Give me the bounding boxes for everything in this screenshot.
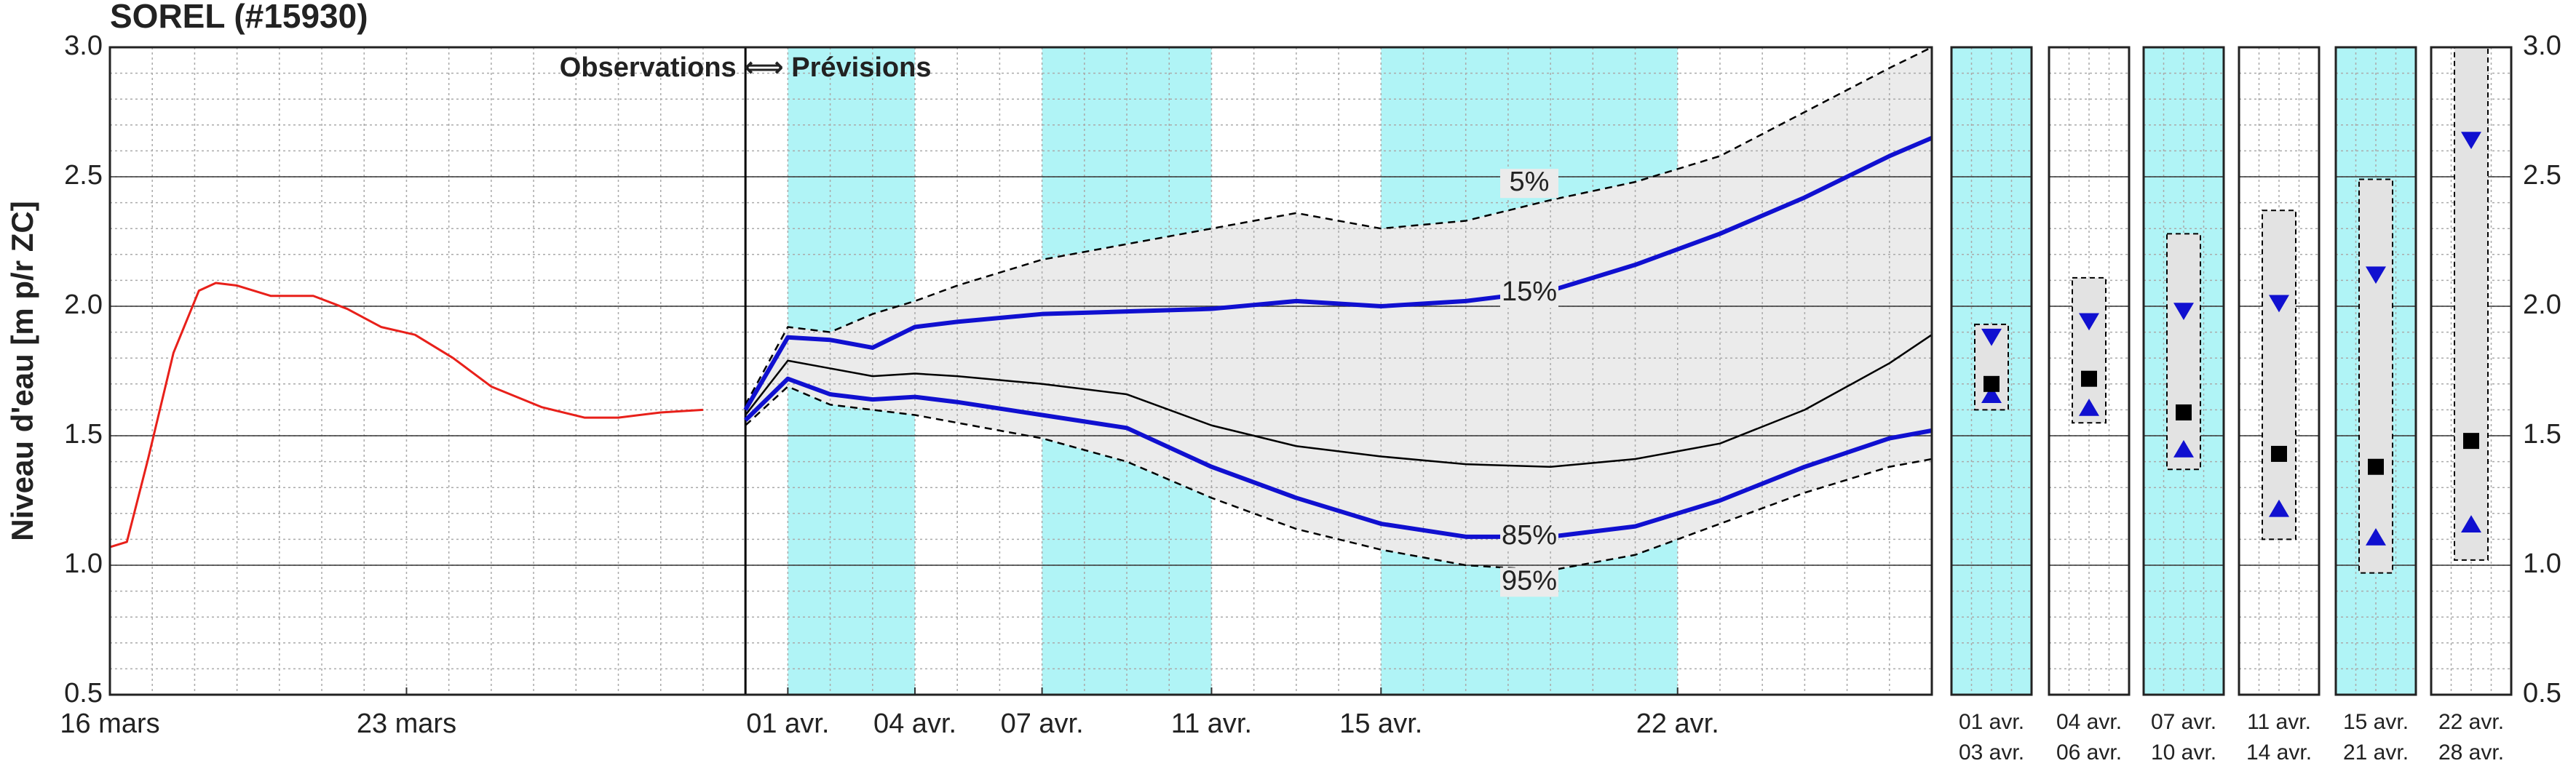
y2-tick-label: 3.0 bbox=[2523, 31, 2561, 61]
line-label: 95% bbox=[1502, 565, 1557, 596]
x-tick-label: 16 mars bbox=[60, 709, 159, 739]
panel-end-label: 14 avr. bbox=[2246, 741, 2312, 765]
y2-tick-label: 1.5 bbox=[2523, 419, 2561, 450]
range-box bbox=[2358, 178, 2393, 574]
x-tick-label: 22 avr. bbox=[1636, 709, 1719, 739]
panel-frame bbox=[2430, 46, 2513, 696]
median-marker bbox=[2176, 404, 2192, 420]
q15-marker bbox=[2461, 132, 2481, 150]
y2-tick-label: 0.5 bbox=[2523, 678, 2561, 709]
panel-start-label: 07 avr. bbox=[2151, 710, 2216, 734]
label-backdrop bbox=[1500, 567, 1559, 597]
q85-marker bbox=[2269, 499, 2289, 517]
q15-marker bbox=[2269, 295, 2289, 313]
panel-frame bbox=[2334, 46, 2417, 696]
median-marker bbox=[2368, 458, 2384, 475]
x-tick-label: 23 mars bbox=[357, 709, 456, 739]
median-marker bbox=[2081, 370, 2097, 387]
panel-start-label: 22 avr. bbox=[2438, 710, 2504, 734]
y2-tick-label: 2.0 bbox=[2523, 290, 2561, 320]
x-tick-label: 01 avr. bbox=[746, 709, 829, 739]
label-backdrop bbox=[1500, 169, 1559, 199]
panel-end-label: 06 avr. bbox=[2056, 741, 2122, 765]
q85-marker bbox=[1981, 386, 2002, 403]
annotation: Observations ⟺ Prévisions bbox=[560, 52, 932, 83]
panel-end-label: 10 avr. bbox=[2151, 741, 2216, 765]
y-tick-label: 1.5 bbox=[64, 419, 103, 450]
panel-end-label: 21 avr. bbox=[2343, 741, 2409, 765]
panel-frame bbox=[2048, 46, 2131, 696]
panel-start-label: 04 avr. bbox=[2056, 710, 2122, 734]
label-backdrop bbox=[1500, 522, 1559, 551]
chart-title: SOREL (#15930) bbox=[110, 0, 368, 35]
x-tick-label: 11 avr. bbox=[1171, 709, 1252, 739]
x-tick-label: 04 avr. bbox=[873, 709, 956, 739]
y2-tick-label: 1.0 bbox=[2523, 548, 2561, 579]
q85-marker bbox=[2079, 398, 2099, 416]
line bbox=[109, 282, 704, 548]
q85-marker bbox=[2173, 439, 2194, 458]
label-backdrop bbox=[1500, 279, 1559, 308]
panel-start-label: 15 avr. bbox=[2343, 710, 2409, 734]
panel-end-label: 28 avr. bbox=[2438, 741, 2504, 765]
q15-marker bbox=[2173, 303, 2194, 321]
y-tick-label: 1.0 bbox=[64, 548, 103, 579]
line-label: 5% bbox=[1510, 167, 1550, 197]
line-label: 15% bbox=[1502, 276, 1557, 307]
y-tick-label: 0.5 bbox=[64, 678, 103, 709]
panel-frame bbox=[1950, 46, 2033, 696]
q85-marker bbox=[2366, 527, 2386, 546]
line bbox=[743, 135, 1933, 411]
panel-start-label: 01 avr. bbox=[1959, 710, 2024, 734]
panel-end-label: 03 avr. bbox=[1959, 741, 2024, 765]
q15-marker bbox=[1981, 328, 2002, 346]
x-tick-label: 07 avr. bbox=[1001, 709, 1084, 739]
y-tick-label: 3.0 bbox=[64, 31, 103, 61]
panel-frame bbox=[2238, 46, 2321, 696]
line bbox=[745, 334, 1933, 468]
y-tick-label: 2.5 bbox=[64, 160, 103, 191]
plot-frame bbox=[108, 46, 1933, 696]
median-marker bbox=[2463, 433, 2479, 450]
y-axis-label: Niveau d'eau [m p/r ZC] bbox=[5, 201, 39, 540]
x-tick-label: 15 avr. bbox=[1339, 709, 1422, 739]
line-label: 85% bbox=[1502, 520, 1557, 551]
line bbox=[745, 46, 1933, 405]
median-marker bbox=[1983, 375, 2000, 392]
q15-marker bbox=[2366, 266, 2386, 284]
range-box bbox=[2454, 47, 2489, 561]
panel-frame bbox=[2142, 46, 2225, 696]
median-marker bbox=[2271, 445, 2287, 462]
line bbox=[744, 376, 1933, 539]
range-box bbox=[2262, 210, 2296, 540]
y-tick-label: 2.0 bbox=[64, 290, 103, 320]
q15-marker bbox=[2079, 313, 2099, 331]
range-box bbox=[2166, 233, 2201, 471]
panel-start-label: 11 avr. bbox=[2247, 710, 2311, 734]
q85-marker bbox=[2461, 515, 2481, 532]
y2-tick-label: 2.5 bbox=[2523, 160, 2561, 191]
line bbox=[745, 386, 1933, 572]
